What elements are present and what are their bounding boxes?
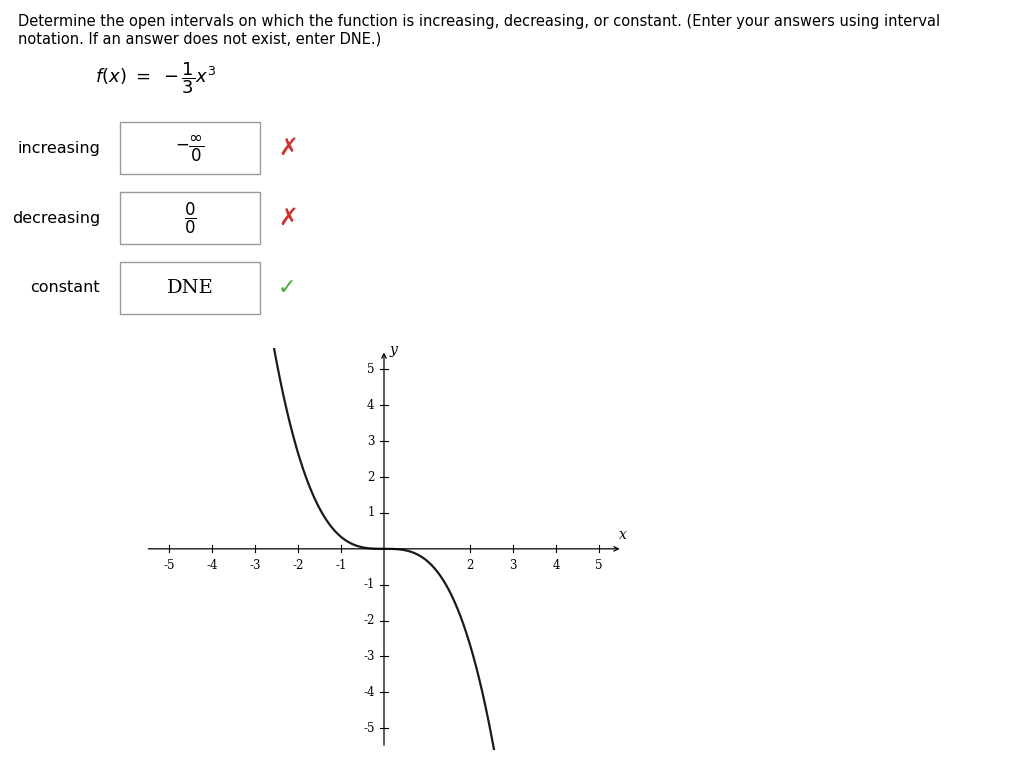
- Text: -4: -4: [207, 559, 218, 572]
- Text: 5: 5: [367, 363, 375, 376]
- Text: DNE: DNE: [167, 279, 213, 297]
- Text: -3: -3: [249, 559, 261, 572]
- Bar: [120, 262, 260, 314]
- Text: -5: -5: [164, 559, 175, 572]
- Text: y: y: [389, 342, 397, 356]
- Text: 5: 5: [595, 559, 602, 572]
- Text: increasing: increasing: [17, 141, 100, 155]
- Text: 4: 4: [367, 399, 375, 412]
- Text: $\dfrac{0}{0}$: $\dfrac{0}{0}$: [183, 200, 197, 236]
- Text: ✓: ✓: [278, 278, 297, 298]
- Text: -2: -2: [293, 559, 304, 572]
- Text: 4: 4: [552, 559, 560, 572]
- Text: constant: constant: [31, 281, 100, 295]
- Text: ✗: ✗: [278, 136, 298, 160]
- Text: -3: -3: [364, 650, 375, 663]
- Text: decreasing: decreasing: [11, 210, 100, 226]
- Text: -1: -1: [335, 559, 347, 572]
- Text: Determine the open intervals on which the function is increasing, decreasing, or: Determine the open intervals on which th…: [18, 14, 940, 29]
- Text: x: x: [618, 529, 627, 543]
- Text: notation. If an answer does not exist, enter DNE.): notation. If an answer does not exist, e…: [18, 32, 381, 47]
- Bar: [120, 122, 260, 174]
- Bar: [120, 192, 260, 244]
- Text: -4: -4: [364, 686, 375, 699]
- Text: ✗: ✗: [278, 206, 298, 230]
- Text: 3: 3: [367, 434, 375, 448]
- Text: $-\dfrac{\infty}{0}$: $-\dfrac{\infty}{0}$: [175, 132, 205, 164]
- Text: 1: 1: [368, 506, 375, 519]
- Text: -5: -5: [364, 722, 375, 735]
- Text: $\mathit{f}(\mathit{x})\ =\ -\dfrac{1}{3}\mathit{x}^3$: $\mathit{f}(\mathit{x})\ =\ -\dfrac{1}{3…: [95, 60, 216, 96]
- Text: -2: -2: [364, 614, 375, 627]
- Text: 2: 2: [466, 559, 474, 572]
- Text: 2: 2: [368, 471, 375, 484]
- Text: -1: -1: [364, 578, 375, 591]
- Text: 3: 3: [509, 559, 517, 572]
